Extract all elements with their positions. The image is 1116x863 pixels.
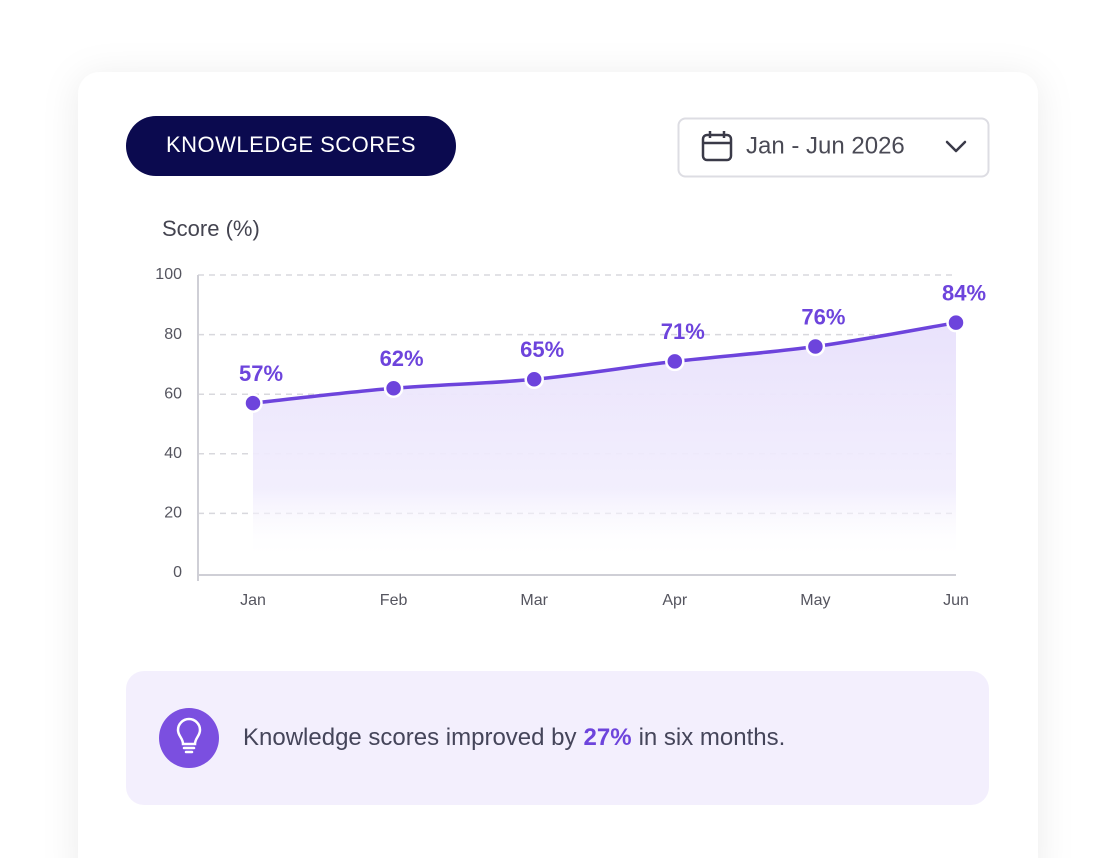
y-axis-label: Score (%)	[162, 216, 260, 241]
line	[251, 320, 958, 405]
date-dropdown[interactable]: Jan - Jun 2026	[677, 117, 990, 178]
title-badge	[126, 116, 456, 176]
y-tick-label: 80	[164, 326, 182, 343]
bulb-icon-bg	[159, 708, 219, 768]
x-tick-label: Feb	[380, 592, 408, 609]
bulb-icon	[176, 717, 202, 754]
value-label: 71%	[661, 319, 705, 344]
point	[805, 336, 826, 357]
insight-highlight: 27%	[584, 724, 632, 751]
calendar-icon	[701, 131, 733, 162]
y-tick-label: 40	[164, 445, 182, 462]
area	[253, 322, 956, 561]
value-label: 62%	[380, 346, 424, 371]
value-label: 57%	[239, 361, 283, 386]
insight-box	[126, 671, 989, 805]
x-tick-label: Jun	[943, 592, 969, 609]
dropdown-box[interactable]	[677, 117, 990, 178]
insight-after: in six months.	[639, 724, 786, 751]
x-tick-label: Apr	[662, 592, 688, 609]
point	[383, 378, 404, 398]
y-tick-label: 20	[164, 505, 182, 522]
point	[524, 369, 544, 390]
point	[665, 351, 685, 372]
badge-text: KNOWLEDGE SCORES	[166, 132, 416, 157]
value-label: 65%	[520, 337, 564, 362]
chevron	[945, 140, 967, 153]
y-tick-label: 0	[173, 564, 182, 581]
y-tick-label: 60	[164, 385, 182, 402]
date-range: Jan - Jun 2026	[746, 132, 905, 159]
value-label: 76%	[801, 304, 845, 329]
insight-text: Knowledge scores improved by 27% in six mo…	[243, 724, 785, 751]
plot: 0 20 40 60 80 100 Jan Feb Mar Apr May Jun 57% 62% 65% 7…	[155, 266, 986, 609]
point	[243, 393, 263, 413]
y-tick-label: 100	[155, 266, 182, 283]
x-tick-label: May	[800, 592, 830, 609]
x-tick-label: Mar	[520, 592, 548, 609]
point	[946, 312, 966, 333]
value-label: 84%	[942, 280, 986, 305]
insight-before: Knowledge scores improved by	[243, 724, 577, 751]
x-tick-label: Jan	[240, 592, 266, 609]
